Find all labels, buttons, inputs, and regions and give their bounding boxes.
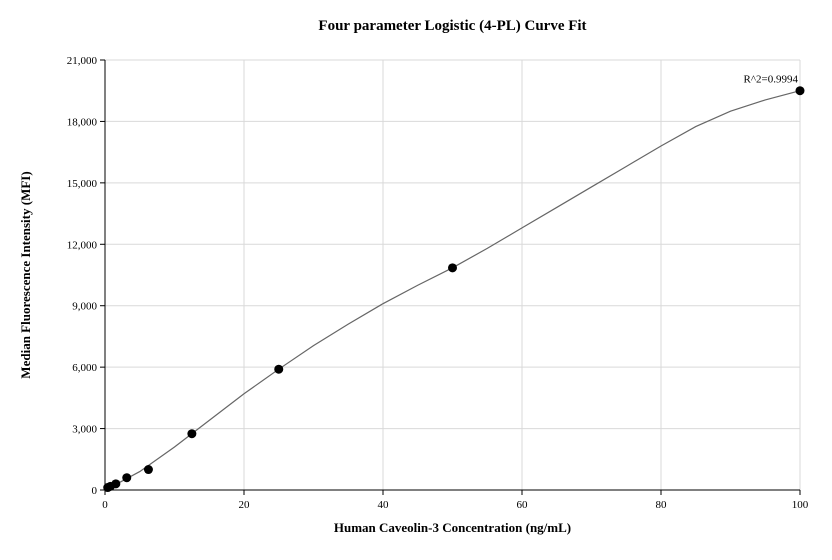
data-point (144, 465, 153, 474)
data-point (187, 429, 196, 438)
chart-title: Four parameter Logistic (4-PL) Curve Fit (318, 18, 586, 34)
y-tick-label: 12,000 (67, 239, 98, 251)
y-tick-label: 15,000 (67, 178, 98, 190)
data-point (111, 479, 120, 488)
chart-svg: Four parameter Logistic (4-PL) Curve Fit… (0, 0, 832, 560)
chart-container: Four parameter Logistic (4-PL) Curve Fit… (0, 0, 832, 560)
data-point (122, 473, 131, 482)
chart-axes (105, 60, 800, 490)
y-axis-label: Median Fluorescence Intensity (MFI) (18, 171, 33, 378)
data-point (796, 86, 805, 95)
data-point (274, 365, 283, 374)
data-points (103, 86, 804, 492)
y-ticks: 0 3,000 6,000 9,000 12,000 15,000 18,000 21,000 (67, 55, 105, 497)
x-tick-label: 100 (792, 499, 809, 511)
x-tick-label: 80 (656, 499, 668, 511)
x-tick-label: 20 (239, 499, 251, 511)
x-ticks: 0 20 40 60 80 100 (102, 490, 809, 511)
y-tick-label: 6,000 (72, 362, 97, 374)
y-tick-label: 0 (92, 485, 98, 497)
y-tick-label: 21,000 (67, 55, 98, 67)
x-tick-label: 0 (102, 499, 108, 511)
y-tick-label: 18,000 (67, 116, 98, 128)
x-axis-label: Human Caveolin-3 Concentration (ng/mL) (334, 520, 571, 535)
x-tick-label: 60 (517, 499, 529, 511)
chart-grid (105, 60, 800, 490)
data-point (448, 263, 457, 272)
y-tick-label: 9,000 (72, 301, 97, 313)
r-squared-annotation: R^2=0.9994 (744, 74, 799, 86)
y-tick-label: 3,000 (72, 424, 97, 436)
x-tick-label: 40 (378, 499, 390, 511)
